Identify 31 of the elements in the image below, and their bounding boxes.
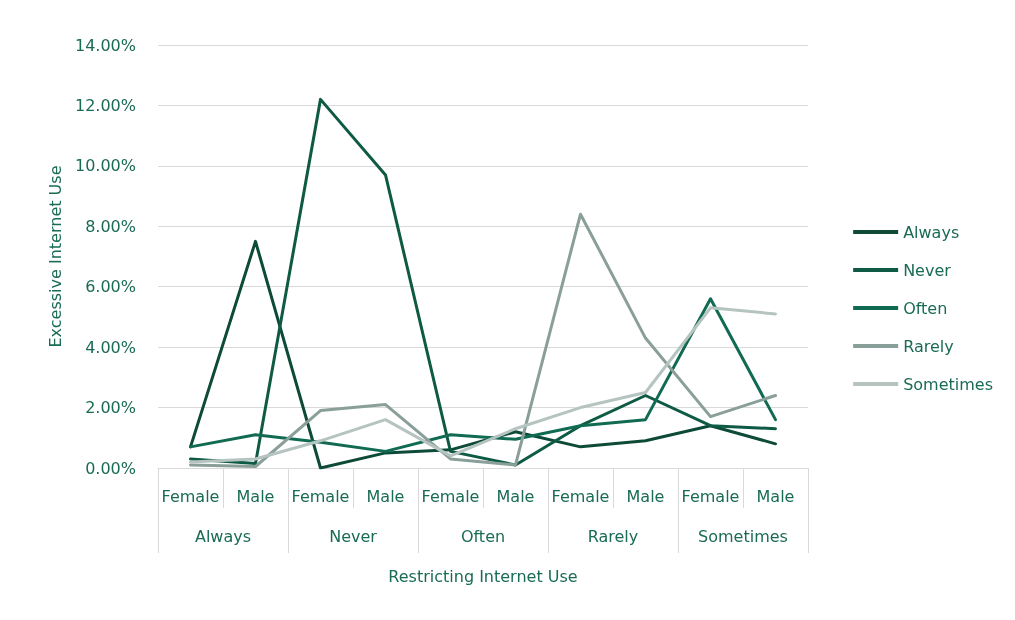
x-tick-label: Female: [421, 486, 480, 506]
x-tick-label: Male: [236, 486, 275, 506]
legend-label: Sometimes: [903, 374, 993, 394]
x-tick-label: Female: [551, 486, 610, 506]
legend-label: Rarely: [903, 336, 954, 356]
text: Never: [329, 526, 378, 546]
y-tick-label: 0.00%: [85, 458, 136, 478]
y-tick-label: 10.00%: [74, 156, 136, 176]
x-tick-label: Female: [161, 486, 220, 506]
text: Rarely: [587, 526, 639, 546]
legend-label: Often: [903, 298, 948, 318]
line-series: [189, 97, 777, 467]
y-tick-label: 4.00%: [85, 337, 136, 357]
x-tick-label: Female: [291, 486, 350, 506]
y-tick-label: 6.00%: [85, 277, 136, 297]
x-tick-label: Female: [681, 486, 740, 506]
y-axis-title: Excessive Internet Use: [45, 165, 65, 348]
y-tick-label: 12.00%: [74, 95, 136, 115]
x-axis-title: Restricting Internet Use: [388, 566, 578, 586]
x-tick-label: Male: [496, 486, 535, 506]
y-tick-label: 8.00%: [85, 216, 136, 236]
legend-label: Always: [903, 222, 960, 242]
text: Sometimes: [698, 526, 788, 546]
x-tick-label: Male: [366, 486, 405, 506]
x-tick-label: Male: [756, 486, 795, 506]
y-tick-label: 2.00%: [85, 398, 136, 418]
y-tick-label: 14.00%: [74, 35, 136, 55]
text: Often: [460, 526, 506, 546]
x-tick-label: Male: [626, 486, 665, 506]
legend-label: Never: [903, 260, 952, 280]
text: Always: [194, 526, 252, 546]
